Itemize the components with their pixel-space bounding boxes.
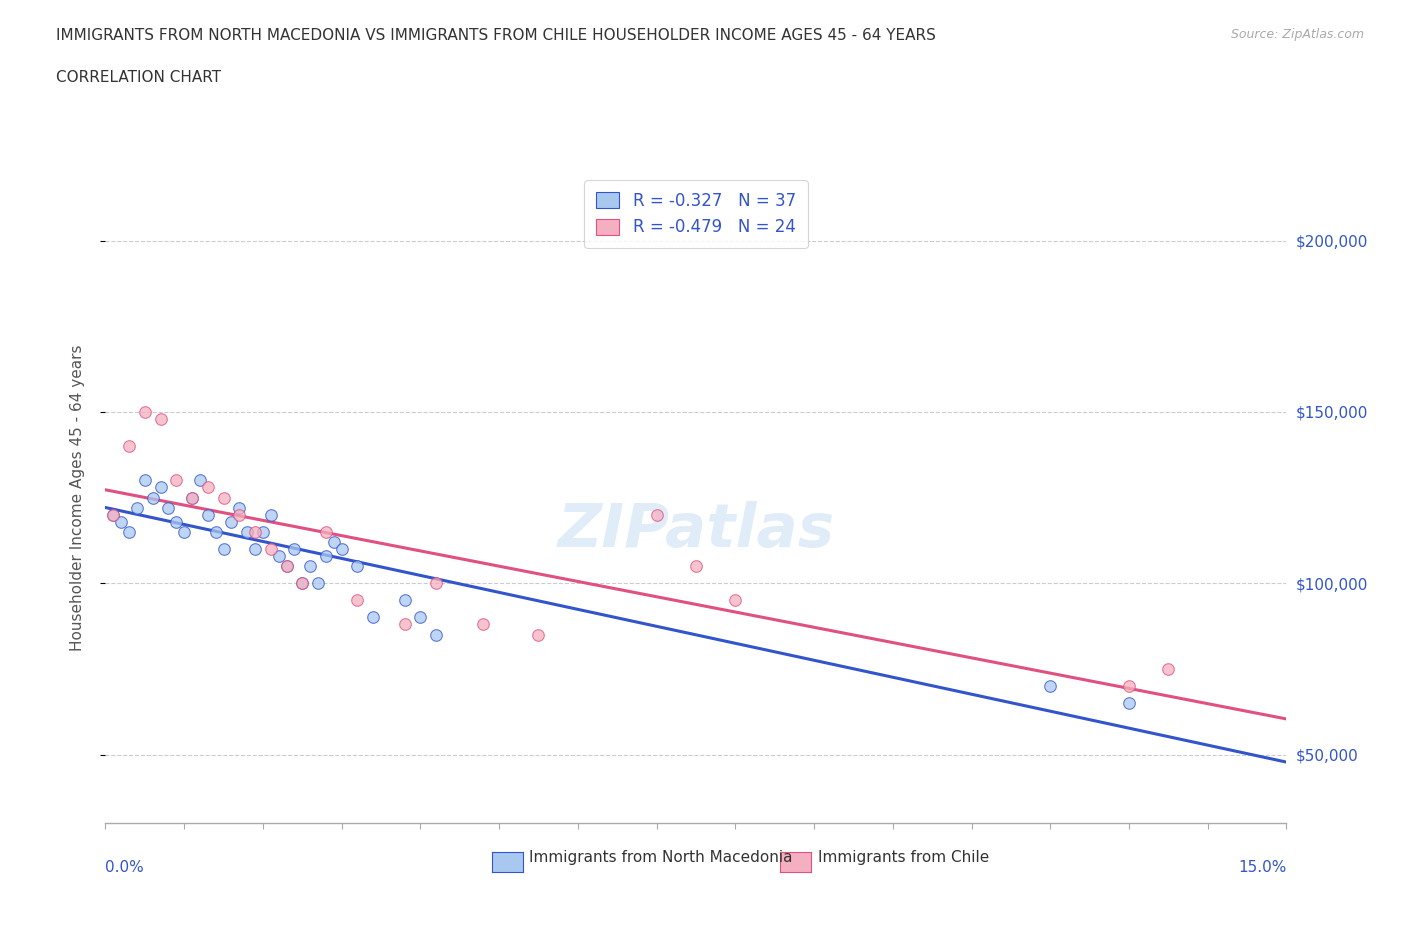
Point [1118,679,1140,694]
Point [243,525,266,539]
Point [260,507,283,522]
Point [204,525,226,539]
Point [212,490,235,505]
Point [165,473,187,488]
Point [527,627,550,642]
Point [181,490,204,505]
Point [228,507,250,522]
Text: 0.0%: 0.0% [105,860,145,875]
Point [346,559,368,574]
Point [322,535,344,550]
Text: IMMIGRANTS FROM NORTH MACEDONIA VS IMMIGRANTS FROM CHILE HOUSEHOLDER INCOME AGES: IMMIGRANTS FROM NORTH MACEDONIA VS IMMIG… [56,28,936,43]
Point [425,627,447,642]
Point [188,473,211,488]
Point [157,500,180,515]
Point [645,507,668,522]
Text: Immigrants from North Macedonia: Immigrants from North Macedonia [529,850,792,865]
Point [1039,679,1062,694]
Point [236,525,259,539]
Point [173,525,195,539]
Point [409,610,432,625]
Point [276,559,298,574]
Point [243,541,266,556]
Point [134,405,156,419]
Point [291,576,314,591]
Point [103,507,125,522]
Point [472,617,495,631]
Point [260,541,283,556]
Point [252,525,274,539]
Point [315,525,337,539]
Point [181,490,204,505]
Point [1157,661,1180,676]
Point [276,559,298,574]
Point [394,617,416,631]
Text: CORRELATION CHART: CORRELATION CHART [56,70,221,85]
Point [330,541,353,556]
Point [197,480,219,495]
Point [307,576,329,591]
Point [315,549,337,564]
Point [346,593,368,608]
Point [291,576,314,591]
Point [118,525,141,539]
Point [361,610,384,625]
Point [197,507,219,522]
Point [212,541,235,556]
Point [110,514,132,529]
Point [394,593,416,608]
Point [149,411,172,426]
Point [142,490,165,505]
Point [685,559,707,574]
Point [283,541,305,556]
Point [724,593,747,608]
Text: ZIPatlas: ZIPatlas [557,500,835,560]
Y-axis label: Householder Income Ages 45 - 64 years: Householder Income Ages 45 - 64 years [70,344,84,651]
Point [228,500,250,515]
Point [165,514,187,529]
Point [299,559,322,574]
Text: 15.0%: 15.0% [1239,860,1286,875]
Text: Source: ZipAtlas.com: Source: ZipAtlas.com [1230,28,1364,41]
Text: Immigrants from Chile: Immigrants from Chile [818,850,990,865]
Point [149,480,172,495]
Point [103,507,125,522]
Point [118,439,141,454]
Point [425,576,447,591]
Legend: R = -0.327   N = 37, R = -0.479   N = 24: R = -0.327 N = 37, R = -0.479 N = 24 [585,180,807,248]
Point [267,549,290,564]
Point [125,500,148,515]
Point [1118,696,1140,711]
Point [134,473,156,488]
Point [221,514,243,529]
